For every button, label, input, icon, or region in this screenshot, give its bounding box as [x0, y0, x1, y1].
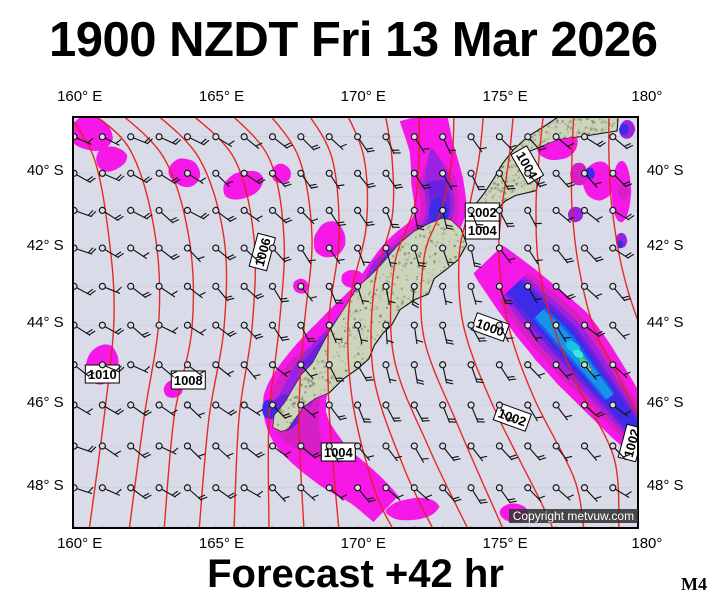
svg-text:1006: 1006 [251, 236, 273, 268]
svg-text:1008: 1008 [174, 373, 203, 388]
